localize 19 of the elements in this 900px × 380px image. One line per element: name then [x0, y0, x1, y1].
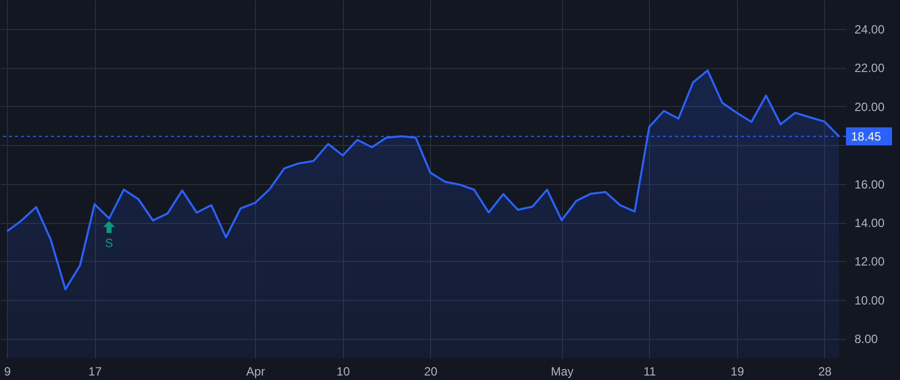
y-tick-label: 16.00: [854, 177, 885, 192]
x-tick-label: 28: [818, 364, 832, 378]
y-tick-label: 12.00: [854, 254, 885, 269]
x-tick-label: 20: [424, 364, 438, 378]
y-tick-label: 10.00: [854, 293, 885, 308]
annotation: S: [104, 236, 114, 250]
y-tick-label: 20.00: [854, 100, 885, 114]
ref-line-label: 18.45: [851, 129, 882, 144]
x-tick-label: May: [550, 364, 574, 378]
x-tick-label: 17: [88, 364, 102, 378]
x-tick-label: 11: [644, 364, 656, 378]
x-tick-label: 10: [336, 364, 350, 378]
y-tick-label: 22.00: [854, 61, 885, 76]
y-tick-label: 8.00: [854, 332, 878, 346]
x-tick-label: 9: [4, 364, 12, 378]
y-tick-label: 24.00: [854, 22, 885, 37]
y-tick-label: 14.00: [854, 216, 885, 230]
x-tick-label: Apr: [246, 364, 265, 378]
x-tick-label: 19: [730, 364, 744, 378]
